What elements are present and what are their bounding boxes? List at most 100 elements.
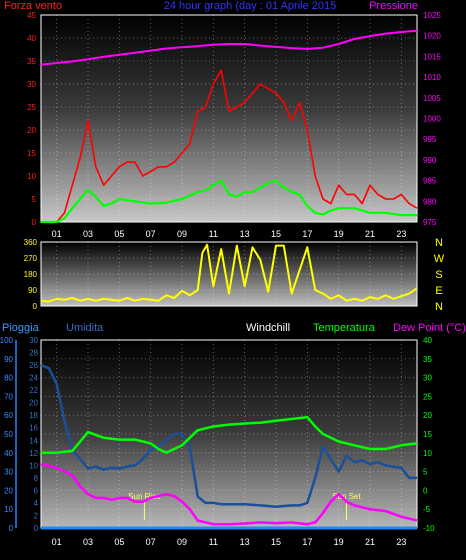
rain-tick-label: 60 xyxy=(4,411,13,420)
humidity-tick-label: 0 xyxy=(34,524,39,533)
panel-wind-direction-series xyxy=(40,243,418,303)
rain-tick-label: 20 xyxy=(4,486,13,495)
x-tick-label: 15 xyxy=(271,229,281,239)
compass-label: N xyxy=(435,301,443,313)
temperature-tick-label: 40 xyxy=(423,336,432,345)
pressure-tick-label: 1010 xyxy=(423,73,441,82)
x-tick-label: 19 xyxy=(334,537,344,547)
humidity-tick-label: 20 xyxy=(29,399,38,408)
pressure-tick-label: 975 xyxy=(423,218,437,227)
x-tick-label: 09 xyxy=(177,229,187,239)
pressure-tick-label: 1025 xyxy=(423,11,441,20)
pressure-tick-label: 985 xyxy=(423,177,437,186)
x-tick-label: 17 xyxy=(302,229,312,239)
wind-tick-label: 5 xyxy=(32,195,37,204)
humidity-tick-label: 12 xyxy=(29,449,38,458)
y-axis-direction: 0 90 180 270 360 xyxy=(24,238,38,311)
temperature-tick-label: 25 xyxy=(423,392,432,401)
x-tick-label: 15 xyxy=(271,537,281,547)
temperature-tick-label: 5 xyxy=(423,468,428,477)
wind-axis-label: Forza vento xyxy=(4,0,62,12)
x-tick-label: 11 xyxy=(209,229,218,239)
rain-tick-label: 90 xyxy=(4,355,13,364)
y-axis-rain: 0 10 20 30 40 50 60 70 80 90 100 xyxy=(0,336,17,533)
legend-label: Dew Point (°C) xyxy=(393,322,466,334)
wind-tick-label: 0 xyxy=(32,218,37,227)
wind-gust-line xyxy=(41,69,418,223)
pressure-tick-label: 1000 xyxy=(423,115,441,124)
panel-wind-pressure-frame xyxy=(40,14,418,223)
x-axis-panel-humidity-temperature: 01 03 05 07 09 11 13 15 17 19 21 23 xyxy=(52,537,407,547)
x-tick-label: 03 xyxy=(83,229,93,239)
x-tick-label: 07 xyxy=(146,229,156,239)
panel-wind-direction-frame xyxy=(40,241,418,307)
rain-tick-label: 10 xyxy=(4,505,13,514)
y-axis-pressure: 975 980 985 990 995 1000 1005 1010 1015 1020 1025 xyxy=(423,11,441,227)
panel-humidity-temperature-grid xyxy=(41,340,417,528)
x-axis-panel-wind-pressure: 01 03 05 07 09 11 13 15 17 19 21 23 xyxy=(52,229,407,239)
legend-label: Temperatura xyxy=(313,322,376,334)
legend-label: Pioggia xyxy=(2,322,40,334)
rain-tick-label: 50 xyxy=(4,430,13,439)
temperature-line xyxy=(41,415,418,455)
direction-tick-label: 90 xyxy=(28,286,37,295)
humidity-tick-label: 22 xyxy=(29,386,38,395)
humidity-tick-label: 24 xyxy=(29,374,38,383)
temperature-tick-label: 0 xyxy=(423,486,428,495)
wind-tick-label: 25 xyxy=(27,103,36,112)
pressure-tick-label: 995 xyxy=(423,135,437,144)
wind-average-line xyxy=(41,179,417,224)
humidity-tick-label: 14 xyxy=(29,436,38,445)
pressure-line xyxy=(40,29,418,66)
x-tick-label: 07 xyxy=(146,537,156,547)
x-tick-label: 05 xyxy=(114,229,124,239)
direction-tick-label: 270 xyxy=(24,254,38,263)
pressure-tick-label: 1015 xyxy=(423,52,441,61)
wind-tick-label: 20 xyxy=(27,126,36,135)
rain-tick-label: 0 xyxy=(9,524,14,533)
wind-tick-label: 30 xyxy=(27,80,36,89)
x-tick-label: 13 xyxy=(240,229,250,239)
temperature-tick-label: 20 xyxy=(423,411,432,420)
wind-tick-label: 45 xyxy=(27,11,36,20)
panel-wind-pressure-series xyxy=(40,29,418,224)
humidity-tick-label: 26 xyxy=(29,361,38,370)
sun-annotations: Sun Rise Sun Set xyxy=(128,492,362,520)
compass-label: S xyxy=(435,269,442,281)
temperature-tick-label: 35 xyxy=(423,355,432,364)
compass-label: E xyxy=(435,285,442,297)
x-tick-label: 17 xyxy=(302,537,312,547)
humidity-tick-label: 28 xyxy=(29,349,38,358)
rain-tick-label: 100 xyxy=(0,336,14,345)
x-tick-label: 11 xyxy=(209,537,218,547)
humidity-tick-label: 4 xyxy=(34,499,39,508)
humidity-tick-label: 16 xyxy=(29,424,38,433)
humidity-tick-label: 10 xyxy=(29,461,38,470)
rain-tick-label: 70 xyxy=(4,392,13,401)
x-tick-label: 21 xyxy=(365,537,375,547)
wind-tick-label: 10 xyxy=(27,172,36,181)
x-tick-label: 19 xyxy=(334,229,344,239)
y-axis-temperature: -10 -5 0 5 10 15 20 25 30 35 40 xyxy=(423,336,435,533)
direction-tick-label: 0 xyxy=(33,302,38,311)
wind-tick-label: 15 xyxy=(27,149,36,158)
wind-direction-line xyxy=(40,243,418,303)
x-tick-label: 09 xyxy=(177,537,187,547)
x-tick-label: 13 xyxy=(240,537,250,547)
pressure-tick-label: 980 xyxy=(423,197,437,206)
x-tick-label: 03 xyxy=(83,537,93,547)
rain-tick-label: 40 xyxy=(4,449,13,458)
wind-tick-label: 40 xyxy=(27,34,36,43)
x-tick-label: 21 xyxy=(365,229,375,239)
pressure-tick-label: 1020 xyxy=(423,32,441,41)
pressure-tick-label: 990 xyxy=(423,156,437,165)
rain-tick-label: 80 xyxy=(4,374,13,383)
rain-tick-label: 30 xyxy=(4,468,13,477)
humidity-tick-label: 18 xyxy=(29,411,38,420)
